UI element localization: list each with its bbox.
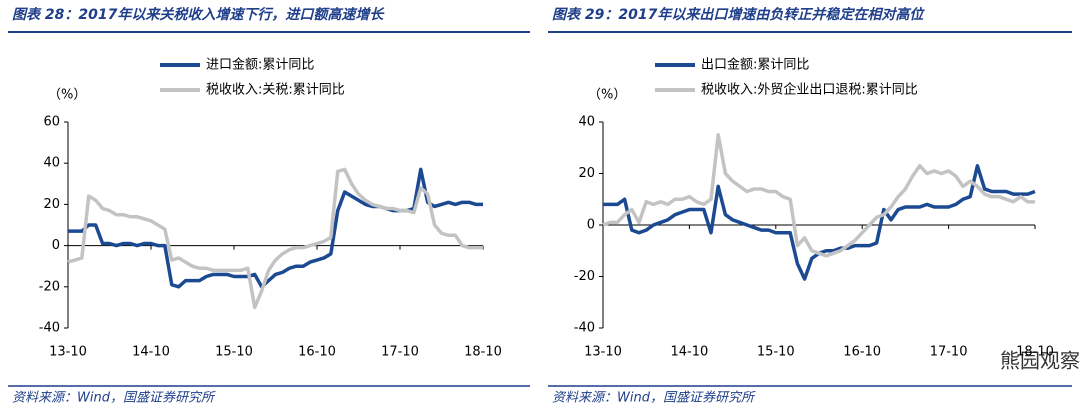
- x-tick-label: 14-10: [132, 345, 170, 360]
- x-tick-label: 16-10: [843, 345, 881, 360]
- x-tick-label: 17-10: [381, 345, 419, 360]
- y-unit: （%）: [48, 88, 86, 103]
- x-tick-label: 18-10: [464, 345, 502, 360]
- y-tick-label: -40: [39, 321, 60, 336]
- y-tick-label: 20: [578, 166, 595, 181]
- x-tick-label: 13-10: [49, 345, 87, 360]
- series-line: [602, 133, 1035, 258]
- y-unit: （%）: [588, 88, 626, 103]
- legend-label: 出口金额:累计同比: [701, 57, 809, 73]
- x-tick-label: 13-10: [584, 345, 622, 360]
- y-tick-label: 40: [43, 156, 60, 171]
- x-tick-label: 15-10: [757, 345, 795, 360]
- legend-label: 税收收入:关税:累计同比: [206, 83, 345, 98]
- chart-title: 图表 29：2017年以来出口增速由负转正并稳定在相对高位: [552, 6, 925, 23]
- source: 资料来源：Wind，国盛证券研究所: [552, 390, 756, 406]
- x-tick-label: 18-10: [1016, 345, 1054, 360]
- x-tick-label: 14-10: [671, 345, 709, 360]
- y-tick-label: 0: [587, 218, 595, 233]
- chart-title: 图表 28：2017年以来关税收入增速下行，进口额高速增长: [12, 6, 385, 23]
- legend-label: 进口金额:累计同比: [206, 57, 314, 73]
- series-line: [67, 167, 483, 310]
- y-tick-label: 20: [43, 197, 60, 212]
- y-tick-label: -20: [574, 269, 595, 284]
- source: 资料来源：Wind，国盛证券研究所: [12, 390, 216, 406]
- y-tick-label: 40: [578, 115, 595, 130]
- x-tick-label: 15-10: [215, 345, 253, 360]
- y-tick-label: 60: [43, 115, 60, 130]
- y-tick-label: -20: [39, 279, 60, 294]
- legend-label: 税收收入:外贸企业出口退税:累计同比: [701, 82, 918, 98]
- x-tick-label: 16-10: [298, 345, 336, 360]
- y-tick-label: -40: [574, 321, 595, 336]
- watermark: 熊园观察: [1000, 349, 1080, 373]
- x-tick-label: 17-10: [930, 345, 968, 360]
- y-tick-label: 0: [52, 238, 60, 253]
